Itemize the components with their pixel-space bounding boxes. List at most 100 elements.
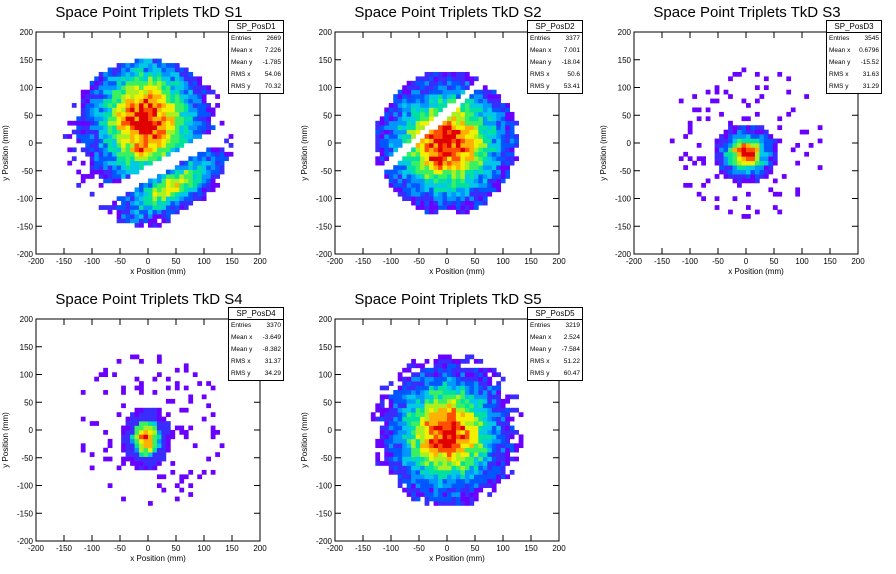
heatmap-bin [134, 116, 140, 122]
heatmap-bin [500, 151, 506, 157]
heatmap-bin [447, 474, 452, 480]
heatmap-bin [447, 94, 452, 99]
heatmap-bin [411, 160, 416, 166]
heatmap-bin [143, 443, 149, 449]
heatmap-bin [148, 501, 153, 506]
heatmap-bin [183, 89, 189, 95]
heatmap-bin [451, 390, 457, 395]
heatmap-bin [420, 425, 425, 431]
heatmap-bin [487, 394, 493, 400]
heatmap-bin [393, 169, 399, 175]
heatmap-bin [429, 160, 434, 166]
heatmap-bin [500, 116, 506, 122]
heatmap-bin [469, 129, 475, 135]
heatmap-bin [397, 421, 403, 426]
heatmap-bin [491, 443, 497, 449]
heatmap-bin [156, 412, 162, 417]
heatmap-bin [505, 456, 511, 462]
heatmap-bin [152, 425, 158, 431]
heatmap-bin [487, 174, 493, 179]
heatmap-bin [125, 94, 131, 99]
heatmap-bin [433, 111, 439, 117]
heatmap-bin [509, 116, 515, 122]
heatmap-bin [795, 187, 801, 193]
heatmap-bin [438, 76, 443, 82]
heatmap-bin [469, 134, 475, 139]
heatmap-bin [460, 191, 466, 197]
heatmap-bin [487, 403, 493, 409]
heatmap-bin [496, 174, 502, 179]
heatmap-bin [469, 492, 475, 497]
heatmap-bin [411, 474, 416, 480]
heatmap-bin [148, 416, 153, 422]
heatmap-bin [402, 178, 407, 184]
heatmap-bin [487, 478, 493, 484]
heatmap-bin [442, 205, 448, 210]
heatmap-bin [754, 156, 760, 162]
heatmap-bin [406, 134, 412, 139]
heatmap-bin [415, 191, 421, 197]
heatmap-bin [473, 438, 479, 444]
x-tick-label: -150 [654, 257, 671, 266]
heatmap-bin [375, 125, 381, 130]
heatmap-bin [201, 85, 207, 91]
heatmap-bin [98, 165, 104, 170]
heatmap-bin [397, 160, 403, 166]
heatmap-bin [188, 94, 194, 99]
heatmap-bin [464, 178, 470, 184]
heatmap-bin [103, 430, 108, 435]
heatmap-bin [397, 390, 403, 395]
heatmap-bin [473, 205, 479, 210]
stats-value: -3.649 [262, 334, 281, 341]
heatmap-bin [165, 214, 171, 219]
heatmap-bin [179, 89, 185, 95]
heatmap-bin [509, 143, 515, 148]
heatmap-bin [741, 165, 747, 170]
heatmap-bin [469, 182, 475, 188]
heatmap-bin [188, 138, 194, 144]
heatmap-bin [152, 143, 158, 148]
heatmap-bin [188, 492, 194, 497]
heatmap-bin [179, 138, 185, 144]
heatmap-bin [433, 447, 439, 453]
heatmap-bin [741, 160, 747, 166]
heatmap-bin [442, 151, 448, 157]
heatmap-bin [402, 111, 407, 117]
heatmap-bin [442, 385, 448, 391]
heatmap-bin [469, 452, 475, 457]
heatmap-bin [491, 116, 497, 122]
heatmap-bin [143, 160, 149, 166]
heatmap-bin [429, 169, 434, 175]
heatmap-bin [125, 120, 131, 126]
heatmap-bin [496, 447, 502, 453]
heatmap-bin [139, 447, 144, 453]
heatmap-bin [107, 174, 113, 179]
heatmap-bin [98, 182, 104, 188]
heatmap-bin [397, 394, 403, 400]
heatmap-bin [406, 156, 412, 162]
heatmap-bin [406, 425, 412, 431]
heatmap-bin [723, 165, 729, 170]
heatmap-bin [491, 438, 497, 444]
chart-title: Space Point Triplets TkD S5 [354, 291, 542, 308]
heatmap-bin [121, 120, 126, 126]
heatmap-bin [188, 156, 194, 162]
heatmap-bin [406, 169, 412, 175]
stats-value: 3377 [565, 35, 580, 42]
heatmap-bin [94, 94, 100, 99]
heatmap-bin [429, 367, 434, 373]
heatmap-bin [464, 398, 470, 404]
heatmap-bin [455, 116, 461, 122]
heatmap-bin [103, 80, 108, 86]
heatmap-bin [143, 94, 149, 99]
heatmap-bin [473, 187, 479, 193]
heatmap-bin [728, 174, 733, 179]
heatmap-bin [170, 174, 176, 179]
heatmap-bin [112, 205, 117, 210]
heatmap-bin [130, 209, 135, 215]
heatmap-bin [514, 430, 519, 435]
heatmap-bin [478, 474, 484, 480]
heatmap-bin [406, 187, 412, 193]
heatmap-bin [433, 372, 439, 378]
heatmap-bin [433, 443, 439, 449]
